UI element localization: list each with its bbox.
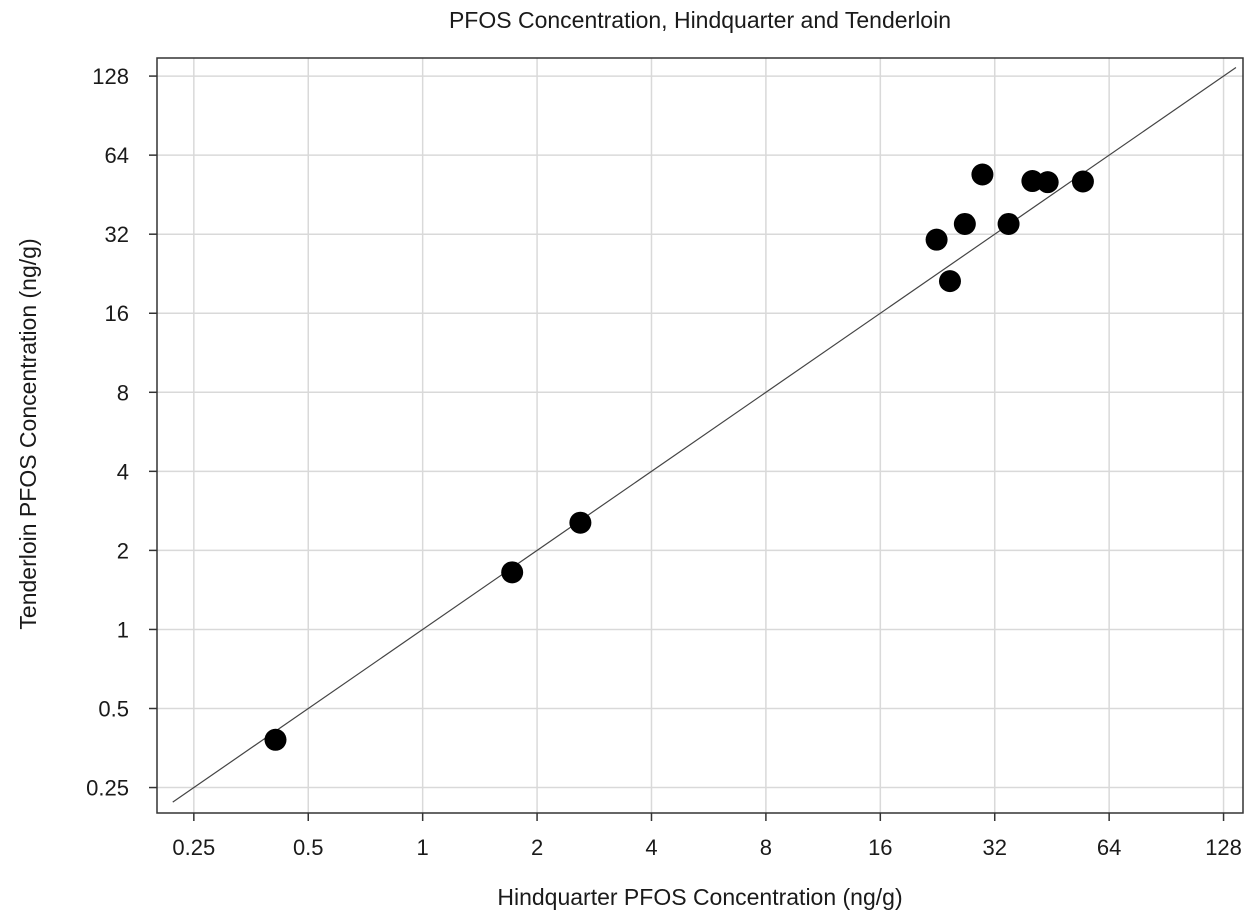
x-axis-ticks: 0.25 0.5 1 2 4 8 16 32 64 128 xyxy=(172,813,1242,860)
y-tick-label: 8 xyxy=(117,380,129,405)
data-point xyxy=(997,212,1020,235)
data-point xyxy=(1036,171,1059,194)
x-tick-label: 64 xyxy=(1097,835,1121,860)
data-point xyxy=(264,728,287,751)
reference-line-group xyxy=(172,67,1237,803)
y-tick-label: 4 xyxy=(117,459,129,484)
y-tick-label: 32 xyxy=(105,222,129,247)
x-tick-label: 2 xyxy=(531,835,543,860)
y-tick-label: 128 xyxy=(92,64,129,89)
x-tick-label: 128 xyxy=(1205,835,1242,860)
x-tick-label: 1 xyxy=(417,835,429,860)
y-tick-label: 0.5 xyxy=(98,696,129,721)
x-tick-label: 0.25 xyxy=(172,835,215,860)
x-tick-label: 8 xyxy=(760,835,772,860)
grid-lines xyxy=(157,58,1243,813)
chart-title: PFOS Concentration, Hindquarter and Tend… xyxy=(449,7,951,33)
x-tick-label: 16 xyxy=(868,835,892,860)
data-point xyxy=(501,561,524,584)
data-point xyxy=(971,163,994,186)
data-point xyxy=(938,270,961,293)
plot-frame xyxy=(156,57,1244,814)
reference-line xyxy=(172,67,1237,803)
x-tick-label: 4 xyxy=(645,835,657,860)
y-tick-label: 1 xyxy=(117,617,129,642)
data-point xyxy=(569,511,592,534)
y-tick-label: 2 xyxy=(117,538,129,563)
data-points xyxy=(264,163,1094,751)
data-point xyxy=(953,212,976,235)
x-tick-label: 0.5 xyxy=(293,835,324,860)
y-tick-label: 0.25 xyxy=(86,776,129,801)
data-point xyxy=(1071,170,1094,193)
y-tick-label: 64 xyxy=(105,143,129,168)
x-axis-title: Hindquarter PFOS Concentration (ng/g) xyxy=(497,884,902,910)
y-axis-ticks: 0.25 0.5 1 2 4 8 16 32 64 128 xyxy=(86,64,157,801)
y-axis-title: Tenderloin PFOS Concentration (ng/g) xyxy=(15,238,41,629)
x-tick-label: 32 xyxy=(982,835,1006,860)
y-tick-label: 16 xyxy=(105,301,129,326)
data-point xyxy=(925,228,948,251)
